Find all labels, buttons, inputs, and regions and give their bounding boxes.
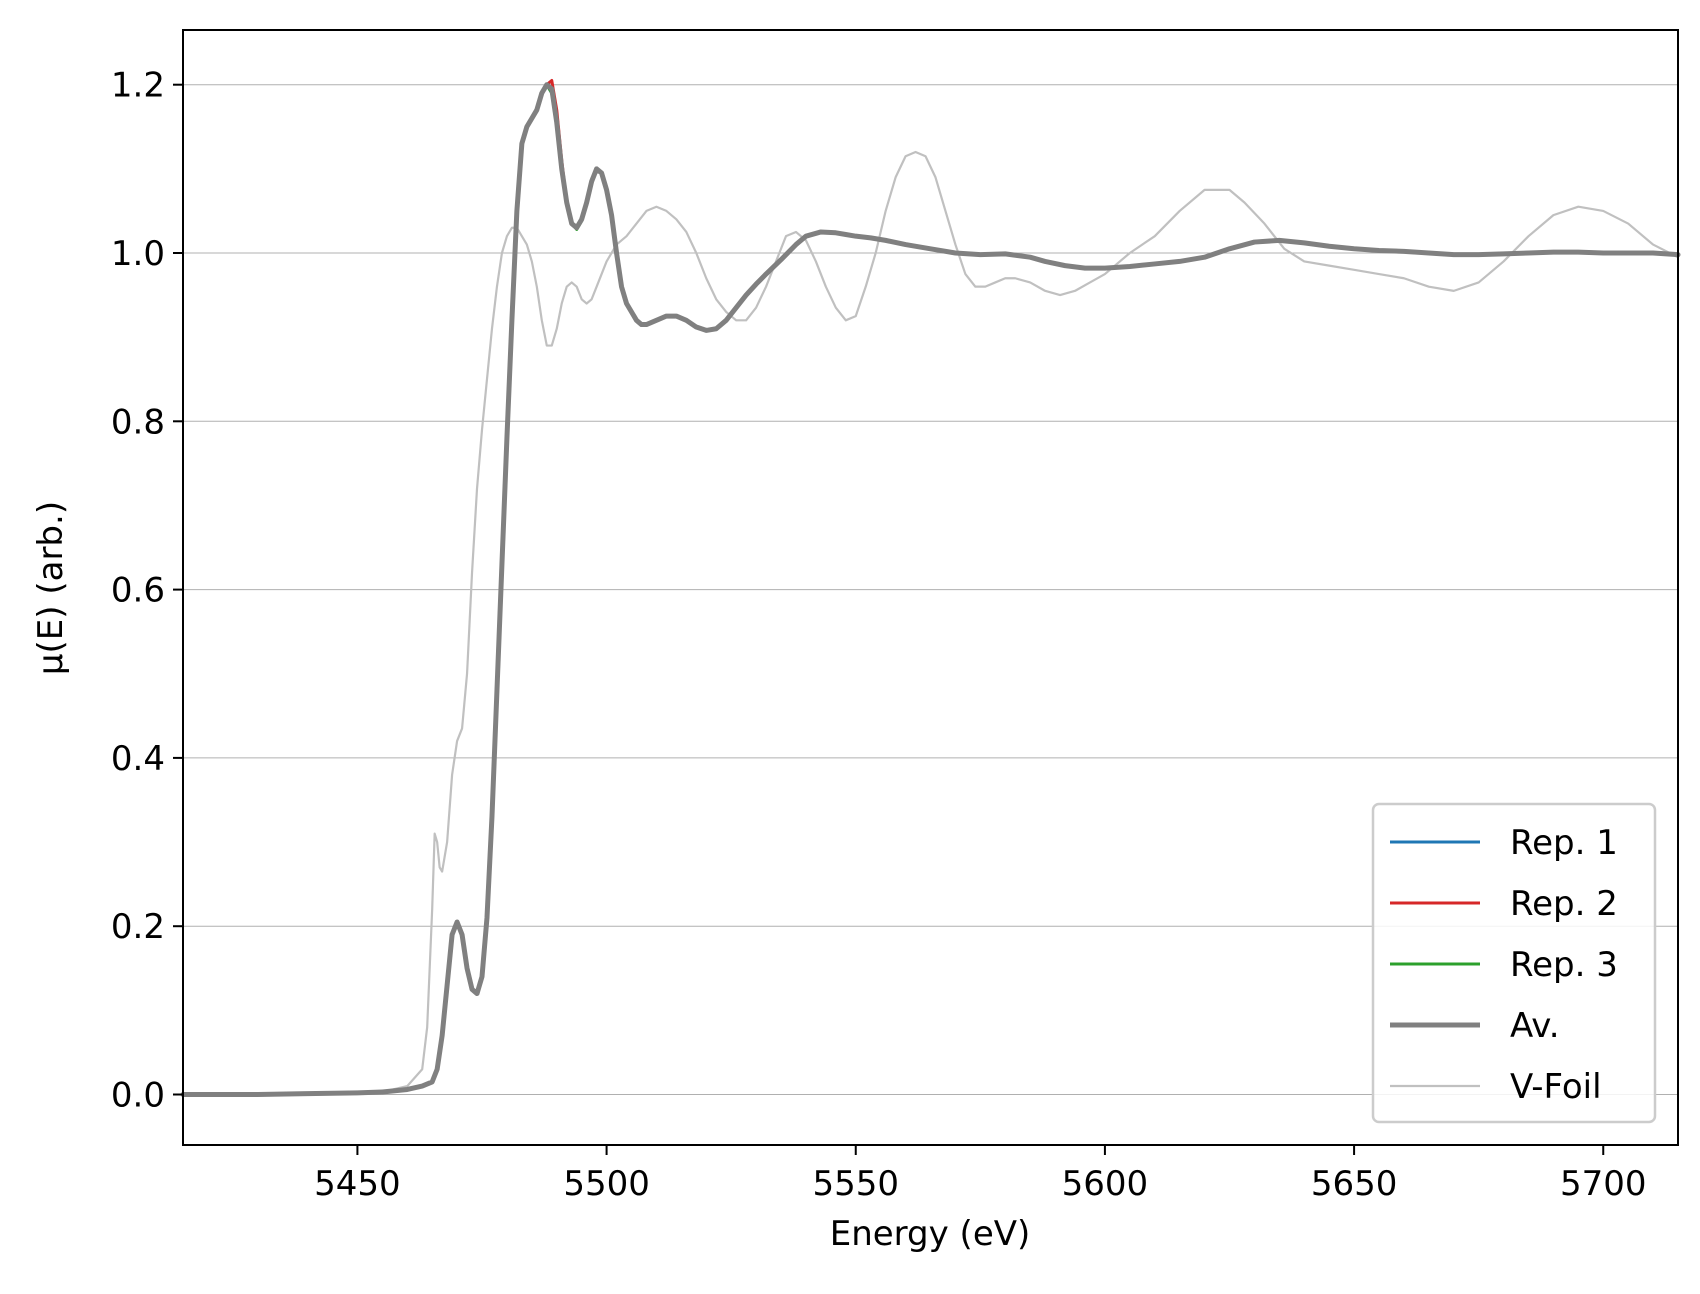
series-layer <box>180 78 1681 1098</box>
legend-entries: Rep. 1 Rep. 2 Rep. 3 Av. V-Foil <box>1390 823 1618 1107</box>
legend-box <box>1371 802 1657 1124</box>
x-tick-label-1: 5500 <box>563 1164 650 1204</box>
y-tick-label-3: 0.6 <box>111 571 165 611</box>
x-axis: 5450 5500 5550 5600 5650 5700 <box>314 1145 1647 1204</box>
y-tick-label-5: 1.0 <box>111 234 165 274</box>
series-line-av <box>180 82 1681 1098</box>
legend-label-v-foil: V-Foil <box>1510 1067 1602 1107</box>
y-tick-label-0: 0.0 <box>111 1076 165 1116</box>
y-axis-label: μ(E) (arb.) <box>31 501 71 675</box>
x-tick-label-0: 5450 <box>314 1164 401 1204</box>
y-axis: 0.0 0.2 0.4 0.6 0.8 1.0 1.2 <box>111 66 183 1116</box>
y-tick-label-1: 0.2 <box>111 907 165 947</box>
legend-label-rep-1: Rep. 1 <box>1510 823 1618 863</box>
legend-label-rep-2: Rep. 2 <box>1510 884 1618 924</box>
legend-label-rep-3: Rep. 3 <box>1510 945 1618 985</box>
legend-label-av: Av. <box>1510 1006 1560 1046</box>
y-tick-label-6: 1.2 <box>111 66 165 106</box>
x-axis-label: Energy (eV) <box>830 1214 1031 1254</box>
plot-frame <box>182 29 1679 1146</box>
x-tick-label-3: 5600 <box>1062 1164 1149 1204</box>
legend: Rep. 1 Rep. 2 Rep. 3 Av. V-Foil <box>1371 802 1657 1124</box>
series-line-v-foil <box>181 150 1680 1096</box>
x-tick-label-5: 5700 <box>1560 1164 1647 1204</box>
x-tick-label-2: 5550 <box>812 1164 899 1204</box>
x-tick-label-4: 5650 <box>1311 1164 1398 1204</box>
y-tick-label-2: 0.4 <box>111 739 165 779</box>
y-tick-label-4: 0.8 <box>111 402 165 442</box>
